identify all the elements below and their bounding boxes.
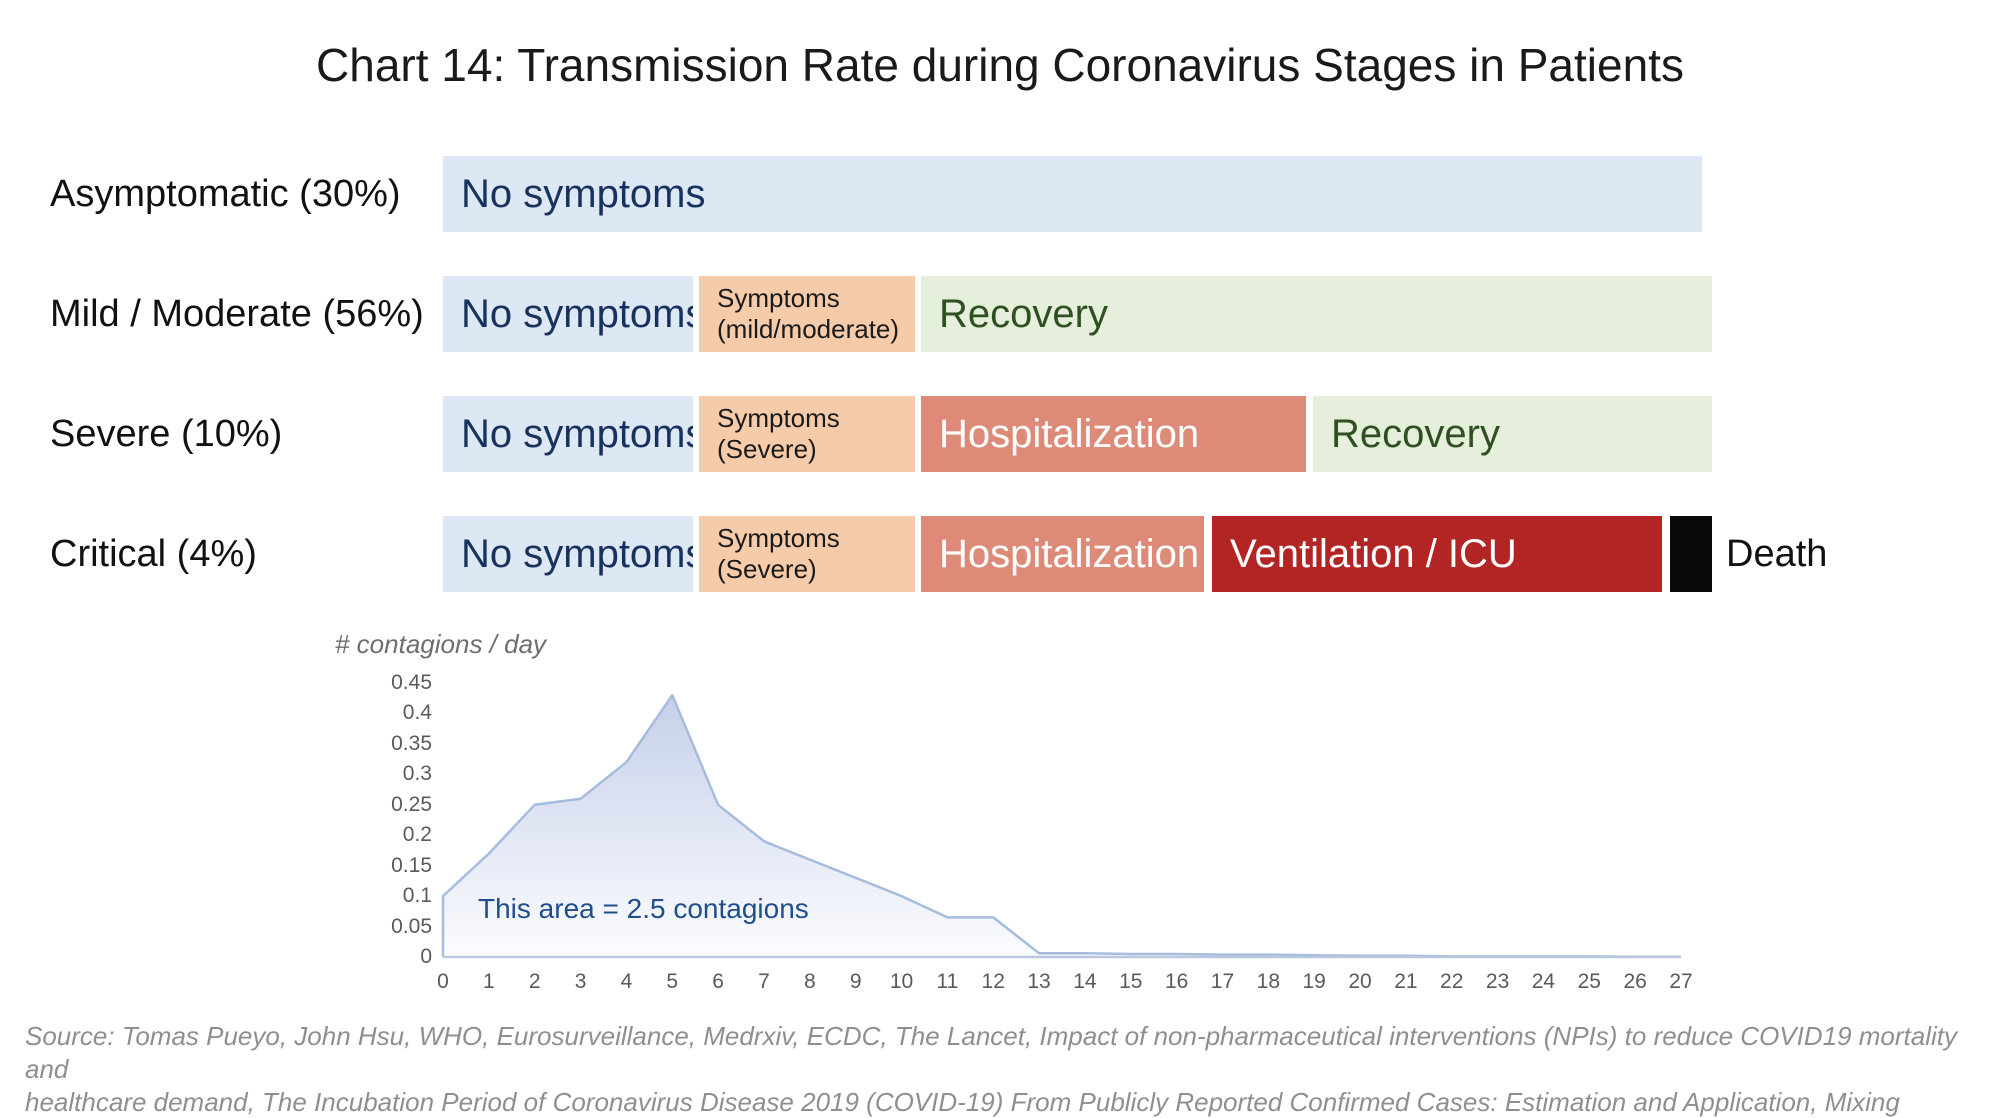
bar-segment-symptoms-severe: Symptoms (Severe)	[699, 516, 915, 592]
bar-segment-label: Symptoms	[717, 523, 840, 553]
x-tick-label: 17	[1210, 970, 1235, 993]
y-tick-label: 0.3	[402, 762, 432, 786]
x-tick-label: 19	[1302, 970, 1326, 993]
bar-segment-hospitalization: Hospitalization	[921, 396, 1306, 472]
bar-segment-label: No symptoms	[461, 291, 693, 336]
x-tick-label: 4	[620, 970, 633, 993]
chart-title: Chart 14: Transmission Rate during Coron…	[316, 39, 1684, 91]
bar-segment-no-symptoms: No symptoms	[443, 516, 693, 592]
row-label: Critical (4%)	[50, 532, 257, 575]
bar-segment-label: (Severe)	[717, 554, 817, 584]
row-label: Asymptomatic (30%)	[50, 172, 401, 215]
bar-segment-hospitalization: Hospitalization	[921, 516, 1204, 592]
x-tick-label: 16	[1164, 970, 1189, 993]
bar-segment-label: Recovery	[939, 291, 1108, 336]
bar-segment-label: Recovery	[1331, 411, 1500, 456]
row-label: Severe (10%)	[50, 412, 283, 455]
x-tick-label: 11	[936, 970, 959, 993]
x-tick-label: 15	[1119, 970, 1143, 993]
x-tick-label: 6	[712, 970, 724, 993]
bar-segment-label: Symptoms	[717, 283, 840, 313]
bar-segment-symptoms-severe: Symptoms (Severe)	[699, 396, 915, 472]
x-tick-label: 2	[528, 970, 541, 993]
bar-segment-label: No symptoms	[461, 531, 693, 576]
x-tick-label: 10	[889, 970, 914, 993]
x-tick-label: 25	[1577, 970, 1601, 993]
x-tick-label: 1	[483, 970, 495, 993]
bar-segment-recovery: Recovery	[1313, 396, 1712, 472]
x-tick-label: 13	[1027, 970, 1051, 993]
y-tick-label: 0.4	[402, 701, 432, 725]
contagions-area-chart	[441, 693, 1681, 959]
x-tick-label: 0	[437, 970, 449, 993]
y-tick-label: 0.2	[402, 823, 432, 847]
row-label: Mild / Moderate (56%)	[50, 292, 424, 335]
bar-segment-label: No symptoms	[461, 411, 693, 456]
bar-segment-label: Hospitalization	[939, 411, 1200, 456]
contagion-area-fill	[443, 695, 1681, 957]
x-tick-label: 9	[849, 970, 862, 993]
area-annotation: This area = 2.5 contagions	[478, 893, 809, 924]
y-tick-label: 0.1	[402, 884, 432, 908]
x-tick-label: 24	[1531, 970, 1556, 993]
y-tick-label: 0.05	[391, 914, 432, 938]
bar-segment-label: Symptoms	[717, 403, 840, 433]
y-axis-label: # contagions / day	[335, 629, 547, 659]
bar-segment-label: (mild/moderate)	[717, 314, 900, 344]
bar-segment-label: Ventilation / ICU	[1230, 531, 1517, 576]
x-tick-label: 3	[574, 970, 587, 993]
bar-segment-recovery: Recovery	[921, 276, 1712, 352]
x-tick-label: 14	[1073, 970, 1097, 993]
bar-segment-symptoms-mild-moderate: Symptoms (mild/moderate)	[699, 276, 915, 352]
bar-segment-label: No symptoms	[461, 171, 706, 216]
y-tick-label: 0.15	[391, 853, 432, 877]
x-tick-label: 20	[1348, 970, 1372, 993]
x-tick-label: 23	[1485, 970, 1510, 993]
y-tick-label: 0.25	[391, 792, 432, 816]
y-tick-label: 0	[420, 945, 432, 968]
bar-segment-no-symptoms: No symptoms	[443, 396, 693, 472]
bar-segment-label: Hospitalization	[939, 531, 1200, 576]
bar-segment-death-bar	[1670, 516, 1712, 592]
x-tick-label: 21	[1394, 970, 1418, 993]
x-tick-label: 8	[803, 970, 816, 993]
bar-segment-ventilation-icu: Ventilation / ICU	[1212, 516, 1662, 592]
y-tick-label: 0.35	[391, 731, 432, 755]
x-tick-label: 22	[1440, 970, 1464, 993]
death-label: Death	[1726, 532, 1828, 575]
x-tick-label: 26	[1623, 970, 1647, 993]
x-tick-label: 18	[1256, 970, 1281, 993]
source-note: Source: Tomas Pueyo, John Hsu, WHO, Euro…	[25, 1021, 1958, 1117]
bar-segment-no-symptoms: No symptoms	[443, 276, 693, 352]
x-tick-label: 12	[981, 970, 1005, 993]
bar-segment-label: (Severe)	[717, 434, 817, 464]
y-tick-label: 0.45	[391, 671, 432, 694]
x-tick-label: 27	[1669, 970, 1693, 993]
x-tick-label: 5	[666, 970, 679, 993]
bar-segment-no-symptoms: No symptoms	[443, 156, 1702, 232]
x-tick-label: 7	[758, 970, 770, 993]
